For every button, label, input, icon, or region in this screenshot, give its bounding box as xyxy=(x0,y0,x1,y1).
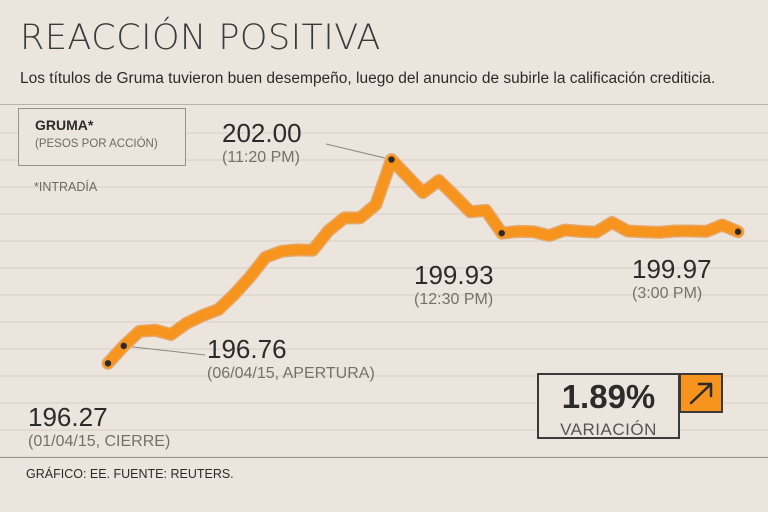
data-label-start-time: (01/04/15, CIERRE) xyxy=(28,433,171,450)
legend-unit: (PESOS POR ACCIÓN) xyxy=(35,138,158,150)
leader-line-2 xyxy=(325,143,392,161)
arrow-up-right-glyph xyxy=(689,382,713,405)
chart-title: REACCIÓN POSITIVA xyxy=(20,18,381,58)
data-label-midday-time: (12:30 PM) xyxy=(414,291,494,308)
data-point-1 xyxy=(120,342,127,350)
leader-line-1 xyxy=(123,345,206,356)
data-label-peak: 202.00 (11:20 PM) xyxy=(222,120,302,166)
source-note: GRÁFICO: EE. FUENTE: REUTERS. xyxy=(26,467,234,481)
data-label-midday: 199.93 (12:30 PM) xyxy=(414,262,494,308)
data-point-0 xyxy=(104,360,112,367)
legend-box: GRUMA* (PESOS POR ACCIÓN) xyxy=(18,108,186,166)
data-label-open-time: (06/04/15, APERTURA) xyxy=(207,365,375,382)
data-point-3 xyxy=(498,229,505,237)
data-label-start: 196.27 (01/04/15, CIERRE) xyxy=(28,404,170,450)
data-label-peak-value: 202.00 xyxy=(222,118,302,148)
annotation-leaders xyxy=(123,143,392,356)
legend-series-name: GRUMA* xyxy=(35,117,94,133)
variation-label: VARIACIÓN xyxy=(560,420,657,439)
intraday-note: *INTRADÍA xyxy=(34,180,98,194)
data-label-open-value: 196.76 xyxy=(207,334,287,364)
header-divider xyxy=(0,104,768,105)
data-label-close-value: 199.97 xyxy=(632,254,712,284)
data-label-midday-value: 199.93 xyxy=(414,260,494,290)
data-label-start-value: 196.27 xyxy=(28,402,108,432)
footer-divider xyxy=(0,457,768,458)
data-label-open: 196.76 (06/04/15, APERTURA) xyxy=(207,336,375,382)
price-line xyxy=(103,154,743,369)
data-label-close: 199.97 (3:00 PM) xyxy=(632,256,712,302)
chart-subtitle: Los títulos de Gruma tuvieron buen desem… xyxy=(20,70,716,87)
data-point-2 xyxy=(388,156,395,163)
variation-box: 1.89% VARIACIÓN xyxy=(537,373,680,439)
data-points xyxy=(104,156,742,367)
arrow-up-right-icon xyxy=(679,373,723,413)
data-label-peak-time: (11:20 PM) xyxy=(222,149,300,166)
data-label-close-time: (3:00 PM) xyxy=(632,285,703,302)
variation-value: 1.89% xyxy=(561,378,656,415)
data-point-4 xyxy=(734,228,742,235)
